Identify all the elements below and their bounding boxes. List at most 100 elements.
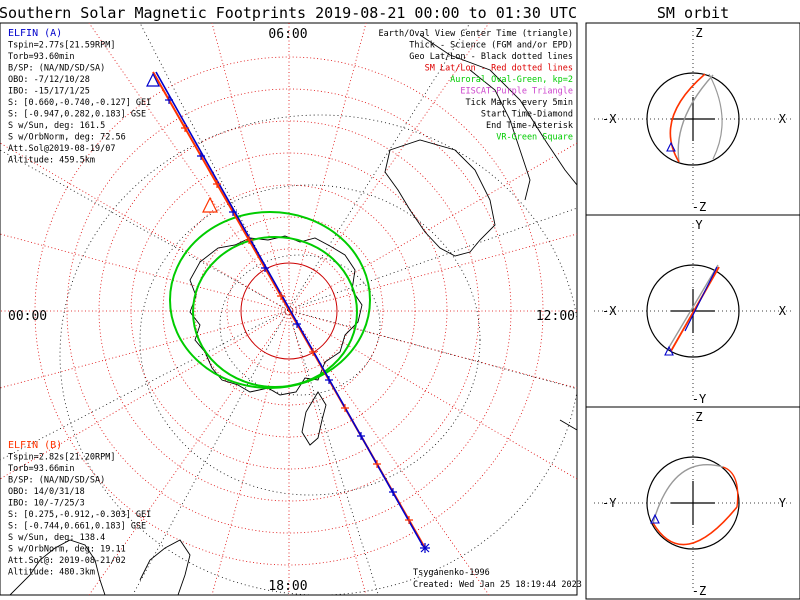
sm-label-left: -Y (602, 496, 617, 510)
info-line: OBO: -7/12/10/28 (8, 75, 90, 85)
tick-mark (165, 96, 173, 104)
orbit-trace-b (652, 506, 738, 546)
info-line: IBO: 10/-7/25/3 (8, 499, 85, 509)
info-line: Altitude: 480.3km (8, 568, 95, 578)
tick-mark (325, 376, 333, 384)
tick-mark (181, 124, 189, 132)
tick-mark (293, 320, 301, 328)
auroral-oval-outer (169, 211, 371, 389)
legend-item: End Time-Asterisk (486, 121, 573, 131)
info-line: S: [-0.744,0.661,0.183] GSE (8, 522, 146, 532)
legend-item: Start Time-Diamond (481, 110, 573, 120)
sm-label-top: Z (695, 26, 702, 40)
tick-mark (213, 180, 221, 188)
info-line: B/SP: (NA/ND/SD/SA) (8, 476, 105, 486)
orbit-start-marker (664, 345, 674, 356)
sm-label-bottom: -Z (692, 584, 706, 598)
earth-circle (646, 72, 740, 166)
info-line: S w/OrbNorm, deg: 19.11 (8, 545, 126, 555)
info-line: Altitude: 459.5km (8, 156, 95, 166)
inner-sm-circle (240, 262, 338, 360)
track-elfin-a (155, 71, 424, 547)
orbit-trace (652, 463, 724, 524)
tick-mark (357, 432, 365, 440)
info-line: IBO: -15/17/1/25 (8, 87, 90, 97)
earth-circle (646, 264, 740, 358)
sm-orbit-panel: Z -Z -Y Y (585, 406, 800, 600)
info-line: Torb=93.66min (8, 464, 75, 474)
info-line: Torb=93.60min (8, 52, 75, 62)
info-elfin-b: ELFIN (B) Tspin=2.82s[21.20RPM]Torb=93.66… (8, 440, 151, 578)
orbit-start-marker (666, 141, 676, 152)
sm-label-right: Y (779, 496, 787, 510)
sm-orbit-panel: Y -Y -X X (585, 214, 800, 408)
tick-mark (229, 208, 237, 216)
legend-item: Earth/Oval View Center Time (triangle) (379, 29, 573, 39)
sm-orbit-title: SM orbit (657, 4, 729, 22)
orbit-trace (667, 264, 719, 350)
polar-plot (0, 23, 577, 595)
sm-orbit-panel: Z -Z -X X (585, 22, 800, 216)
mlt-label-bottom: 18:00 (268, 579, 307, 594)
tick-mark (309, 348, 317, 356)
satellite-name: ELFIN (B) (8, 440, 62, 451)
tick-mark (245, 236, 253, 244)
info-line: Att.Sol@: 2019-08-21/02 (8, 556, 126, 566)
tick-mark (389, 488, 397, 496)
sm-label-right: X (779, 304, 787, 318)
tick-mark (197, 152, 205, 160)
earth-cross (671, 481, 715, 525)
orbit-trace-a (684, 266, 718, 332)
earth-cross (671, 97, 715, 141)
info-line: S: [0.660,-0.740,-0.127] GEI (8, 98, 151, 108)
legend-item: Geo Lat/Lon - Black dotted lines (409, 52, 573, 62)
orbit-start-marker (650, 513, 660, 524)
mlt-label-right: 12:00 (536, 309, 575, 324)
orbit-trace-b (669, 73, 706, 163)
tick-mark (373, 460, 381, 468)
info-line: B/SP: (NA/ND/SD/SA) (8, 64, 105, 74)
info-elfin-a: ELFIN (A) Tspin=2.77s[21.59RPM]Torb=93.60… (8, 28, 151, 166)
legend-item: Auroral Oval-Green, kp=2 (450, 75, 573, 85)
info-line: S w/Sun, deg: 161.5 (8, 121, 105, 131)
satellite-name: ELFIN (A) (8, 28, 62, 39)
info-line: Tspin=2.82s[21.20RPM] (8, 453, 115, 463)
auroral-oval-inner (192, 236, 358, 388)
tick-mark (277, 292, 285, 300)
main-plot-frame (0, 22, 578, 596)
orbit-trace-far (708, 73, 723, 160)
info-line: Att.Sol@2019-08-19/07 (8, 144, 115, 154)
sm-grid (0, 23, 577, 595)
tracks (146, 71, 430, 553)
sm-label-right: X (779, 112, 787, 126)
sm-panel-frame (585, 406, 800, 600)
sm-orbit-panels: Z -Z -X X Y -Y -X X Z -Z -Y Y (585, 22, 800, 600)
start-triangle-a (146, 72, 160, 87)
info-line: Tspin=2.77s[21.59RPM] (8, 41, 115, 51)
orbit-trace-b-upper (722, 466, 739, 508)
legend-item: EISCAT-Purple Triangle (460, 87, 573, 97)
sm-label-left: -X (602, 112, 617, 126)
legend: Earth/Oval View Center Time (triangle) Th… (379, 29, 573, 143)
sm-label-top: Z (695, 410, 702, 424)
view-center-triangle (202, 196, 218, 213)
credit-model: Tsyganenko-1996 (413, 568, 490, 578)
main-title: Southern Solar Magnetic Footprints 2019-… (0, 4, 577, 22)
end-asterisk (420, 543, 430, 553)
earth-circle (646, 456, 740, 550)
orbit-trace (677, 74, 714, 163)
tick-mark (341, 404, 349, 412)
sm-label-bottom: -Z (692, 200, 706, 214)
sm-label-bottom: -Y (692, 392, 707, 406)
legend-item: SM Lat/Lon - Red dotted lines (425, 64, 573, 74)
info-line: OBO: 14/0/31/18 (8, 487, 85, 497)
tick-mark (261, 264, 269, 272)
tick-mark (405, 516, 413, 524)
geo-grid (0, 23, 577, 595)
mlt-label-top: 06:00 (268, 27, 307, 42)
legend-item: VR-Green Square (496, 133, 573, 143)
info-line: S w/Sun, deg: 138.4 (8, 533, 105, 543)
legend-item: Tick Marks every 5min (466, 98, 573, 108)
mlt-label-left: 00:00 (8, 309, 47, 324)
